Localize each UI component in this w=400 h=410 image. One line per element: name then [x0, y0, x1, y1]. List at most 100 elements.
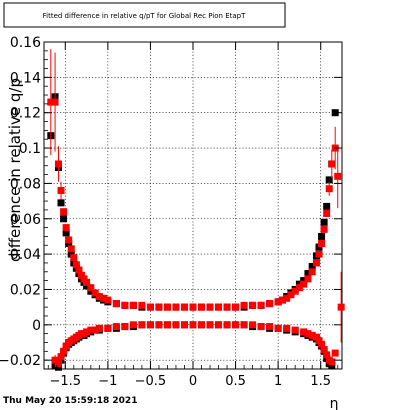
y-tick-label: 0 [32, 318, 41, 334]
data-point [328, 160, 336, 168]
y-tick-label: 0.1 [19, 141, 41, 157]
data-point [325, 176, 333, 184]
data-point [155, 303, 163, 311]
data-point [80, 275, 88, 283]
data-point [57, 199, 65, 207]
data-point [334, 172, 342, 180]
y-axis-label: difference in relative q/p [6, 78, 24, 262]
x-tick-label: −1 [98, 374, 117, 389]
data-point [57, 186, 65, 194]
data-point [198, 321, 206, 329]
data-point [87, 326, 95, 334]
data-point [291, 326, 299, 334]
y-tick-label: 0.02 [10, 282, 41, 298]
x-tick-label: 1 [274, 374, 282, 389]
data-point [320, 218, 328, 226]
data-point [100, 294, 108, 302]
data-point [300, 277, 308, 285]
data-point [331, 349, 339, 357]
data-point [287, 291, 295, 299]
data-point [104, 324, 112, 332]
data-point [323, 202, 331, 210]
data-point [129, 321, 137, 329]
series-1 [47, 49, 345, 368]
data-point [328, 361, 336, 369]
data-point [87, 287, 95, 295]
data-point [91, 289, 99, 297]
data-point [257, 301, 265, 309]
data-point [295, 284, 303, 292]
y-tick-label: −0.02 [0, 353, 41, 369]
y-tick-label: 0.08 [10, 176, 41, 192]
data-point [308, 262, 316, 270]
data-point [291, 287, 299, 295]
data-point [62, 342, 70, 350]
data-point [138, 301, 146, 309]
data-point [129, 301, 137, 309]
data-point [51, 356, 59, 364]
data-point [240, 321, 248, 329]
grid [44, 41, 342, 369]
data-point [315, 243, 323, 251]
data-point [83, 328, 91, 336]
data-point [304, 275, 312, 283]
data-point [65, 236, 73, 244]
title-frame [3, 2, 286, 28]
data-point [328, 358, 336, 366]
data-point [295, 280, 303, 288]
data-point [318, 340, 326, 348]
data-point [189, 321, 197, 329]
data-point [83, 278, 91, 286]
data-point [121, 301, 129, 309]
data-point [318, 240, 326, 248]
data-point [54, 160, 62, 168]
data-point [95, 293, 103, 301]
data-point [308, 268, 316, 276]
data-point [77, 271, 85, 279]
data-point [180, 303, 188, 311]
data-point [274, 298, 282, 306]
data-point [87, 284, 95, 292]
y-tick-label: 0.14 [10, 70, 41, 86]
data-point [60, 347, 68, 355]
data-point [146, 321, 154, 329]
y-tick-label: 0.16 [10, 35, 41, 51]
data-point [163, 303, 171, 311]
y-tick-label: 0.04 [10, 247, 41, 263]
data-point [65, 240, 73, 248]
y-tick-label: 0.12 [10, 106, 41, 122]
data-point [283, 324, 291, 332]
data-point [249, 301, 257, 309]
data-point [67, 245, 75, 253]
timestamp: Thu May 20 15:59:18 2021 [3, 396, 138, 406]
x-tick-label: 1.5 [310, 374, 331, 389]
data-point [325, 185, 333, 193]
data-point [278, 296, 286, 304]
data-point [283, 294, 291, 302]
data-point [223, 321, 231, 329]
data-point [163, 321, 171, 329]
data-point [320, 346, 328, 354]
data-point [308, 331, 316, 339]
data-point [249, 321, 257, 329]
data-point [180, 321, 188, 329]
data-point [104, 296, 112, 304]
x-tick-label: −0.5 [135, 374, 167, 389]
data-point [198, 303, 206, 311]
data-point [60, 215, 68, 223]
data-point [95, 324, 103, 332]
data-point [146, 303, 154, 311]
data-point [206, 321, 214, 329]
data-point [54, 360, 62, 368]
data-point [232, 321, 240, 329]
data-point [240, 301, 248, 309]
data-point [304, 330, 312, 338]
data-point [72, 261, 80, 269]
data-point [62, 224, 70, 232]
data-point [300, 328, 308, 336]
data-point [62, 229, 70, 237]
data-point [215, 303, 223, 311]
data-point [172, 303, 180, 311]
data-point [121, 323, 129, 331]
